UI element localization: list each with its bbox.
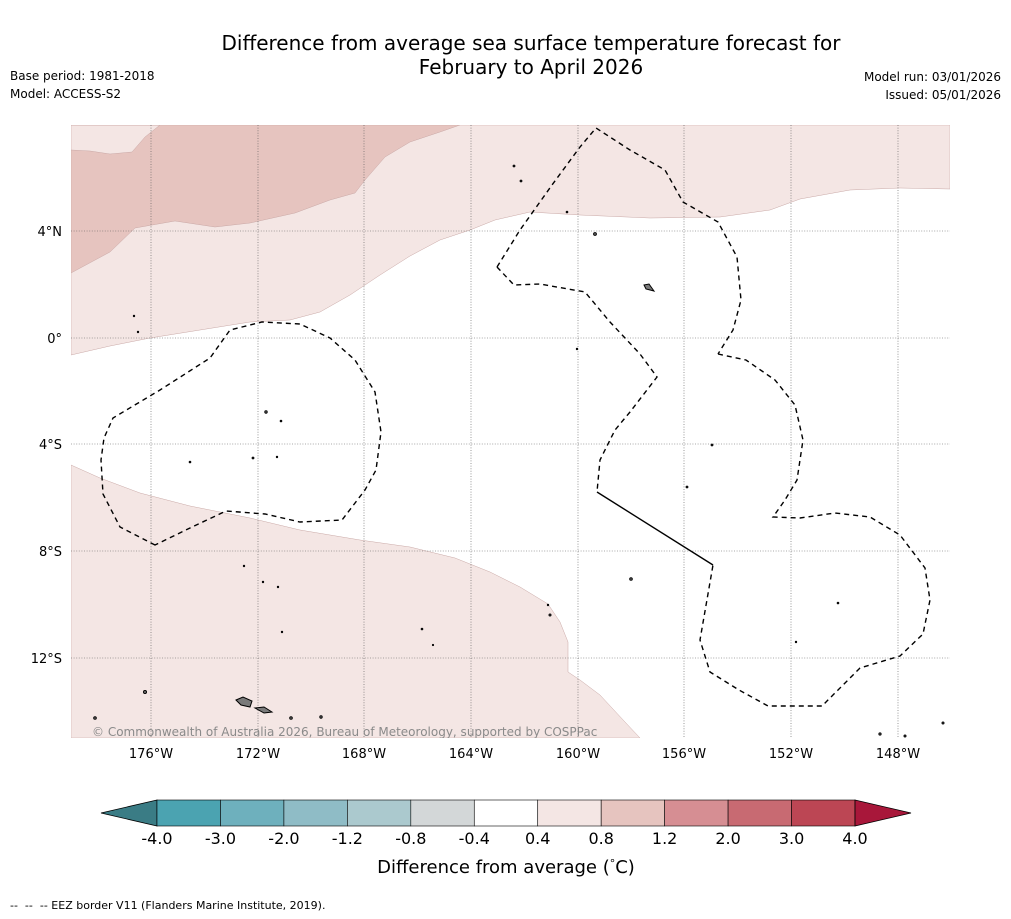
model-text: Model: ACCESS-S2 — [10, 87, 122, 101]
island-dot — [132, 314, 136, 318]
colorbar-tick-label: 0.8 — [588, 829, 613, 848]
lon-label: 160°W — [556, 747, 600, 762]
island-dot — [276, 585, 280, 589]
eez-border-solid-segment — [596, 491, 714, 566]
island-dot — [251, 456, 255, 460]
title-line-1: Difference from average sea surface temp… — [221, 31, 841, 55]
island-dot — [593, 232, 597, 236]
lat-label: 0° — [47, 332, 62, 347]
island-dot — [188, 460, 192, 464]
colorbar-swatch — [283, 799, 348, 827]
eez-legend-text: -- -- -- EEZ border V11 (Flanders Marine… — [10, 899, 326, 912]
lat-label: 4°N — [38, 225, 63, 240]
island-dot — [264, 410, 268, 414]
colorbar-swatch — [727, 799, 792, 827]
chart-title: Difference from average sea surface temp… — [0, 31, 1011, 79]
colorbar-tick-label: 0.4 — [525, 829, 550, 848]
island-dot — [136, 330, 140, 334]
island-dot — [275, 455, 279, 459]
title-line-2: February to April 2026 — [418, 55, 644, 79]
model-run-text: Model run: 03/01/2026 — [863, 70, 1001, 84]
lon-label: 148°W — [876, 747, 920, 762]
colorbar-tick-label: -0.4 — [459, 829, 490, 848]
colorbar-swatch — [156, 799, 221, 827]
colorbar-swatch — [537, 799, 602, 827]
lon-label: 156°W — [662, 747, 706, 762]
colorbar-swatch — [664, 799, 729, 827]
longitude-labels: 176°W 172°W 168°W 164°W 160°W 156°W 152°… — [129, 747, 920, 762]
islands — [93, 164, 945, 738]
island-dot — [242, 564, 246, 568]
island-dot — [836, 601, 840, 605]
island-dot — [143, 690, 147, 694]
island-dot — [319, 715, 323, 719]
island-dot — [685, 485, 689, 489]
colorbar-tick-label: -1.2 — [332, 829, 363, 848]
lat-label: 12°S — [31, 652, 62, 667]
colorbar-swatch — [410, 799, 475, 827]
eez-border-kiribati-line-south — [699, 353, 931, 707]
lat-label: 8°S — [39, 545, 62, 560]
island-dot — [289, 716, 293, 720]
island-dot — [903, 734, 907, 738]
colorbar-tick-label: -3.0 — [205, 829, 236, 848]
colorbar-tick-label: 4.0 — [842, 829, 867, 848]
island-dot — [431, 643, 435, 647]
colorbar-tick-label: 1.2 — [652, 829, 677, 848]
island-dot — [878, 732, 882, 736]
meta-right: Model run: 03/01/2026 Issued: 05/01/2026 — [864, 68, 1001, 104]
island-samoa-savaii — [235, 696, 253, 708]
colorbar-swatch — [600, 799, 665, 827]
issued-text: Issued: 05/01/2026 — [885, 88, 1001, 102]
island-dot — [794, 640, 798, 644]
island-dot — [280, 630, 284, 634]
island-dot — [420, 627, 424, 631]
colorbar-over-arrow — [854, 799, 912, 827]
latitude-labels: 4°N 0° 4°S 8°S 12°S — [31, 225, 62, 667]
island-kiritimati — [643, 283, 656, 292]
island-dot — [279, 419, 283, 423]
island-dot — [629, 577, 633, 581]
island-dot — [512, 164, 516, 168]
colorbar-tick-label: -4.0 — [141, 829, 172, 848]
colorbar-tick-label: 3.0 — [779, 829, 804, 848]
colorbar-tick-label: 2.0 — [715, 829, 740, 848]
colorbar-title: Difference from average (°C) — [377, 857, 635, 878]
colorbar-swatch — [791, 799, 856, 827]
island-dot — [548, 613, 552, 617]
island-dot — [519, 179, 523, 183]
sst-anomaly-map: © Commonwealth of Australia 2026, Bureau… — [31, 125, 950, 762]
island-dot — [565, 210, 569, 214]
copyright-text: © Commonwealth of Australia 2026, Bureau… — [92, 725, 597, 739]
lon-label: 168°W — [342, 747, 386, 762]
island-dot — [261, 580, 265, 584]
meta-left: Base period: 1981-2018 Model: ACCESS-S2 — [10, 67, 155, 103]
colorbar-tick-label: -0.8 — [395, 829, 426, 848]
colorbar-swatch — [347, 799, 412, 827]
island-dot — [575, 347, 579, 351]
island-dot — [93, 716, 97, 720]
island-samoa-upolu — [253, 706, 274, 714]
lon-label: 152°W — [769, 747, 813, 762]
lon-label: 172°W — [236, 747, 280, 762]
island-dot — [546, 603, 550, 607]
lat-label: 4°S — [39, 438, 62, 453]
colorbar-under-arrow — [100, 799, 158, 827]
colorbar-swatch — [220, 799, 285, 827]
gridlines — [71, 125, 950, 738]
anomaly-band-mid-north — [71, 125, 461, 274]
lon-label: 164°W — [449, 747, 493, 762]
island-dot — [941, 721, 945, 725]
colorbar-swatch — [473, 799, 539, 827]
base-period-text: Base period: 1981-2018 — [10, 69, 155, 83]
island-dot — [710, 443, 714, 447]
colorbar-group: -4.0 -3.0 -2.0 -1.2 -0.8 -0.4 0.4 0.8 1.2 2.0 3.0 4… — [100, 799, 912, 848]
colorbar-tick-label: -2.0 — [268, 829, 299, 848]
lon-label: 176°W — [129, 747, 173, 762]
anomaly-band-light-south — [71, 464, 641, 738]
eez-border-kiribati-phoenix — [100, 321, 382, 546]
